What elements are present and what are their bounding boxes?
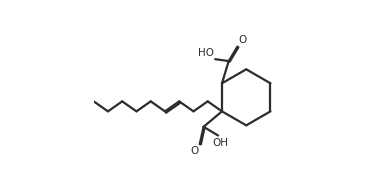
Text: OH: OH xyxy=(212,138,228,148)
Text: O: O xyxy=(238,35,246,45)
Text: HO: HO xyxy=(198,48,214,58)
Text: O: O xyxy=(190,146,199,156)
